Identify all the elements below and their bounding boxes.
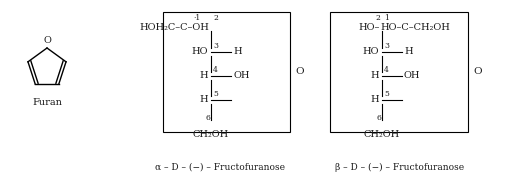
Text: H: H <box>199 71 208 81</box>
Text: 5: 5 <box>384 90 389 98</box>
Text: H: H <box>370 96 379 105</box>
Text: 6: 6 <box>205 114 210 122</box>
Text: 4: 4 <box>384 66 389 74</box>
Text: Furan: Furan <box>32 98 62 107</box>
Text: H: H <box>370 71 379 81</box>
Text: 2: 2 <box>375 14 380 22</box>
Text: HO–: HO– <box>359 23 380 32</box>
Text: β – D – (−) – Fructofuranose: β – D – (−) – Fructofuranose <box>335 163 464 172</box>
Text: ·1: ·1 <box>194 14 201 22</box>
Text: 4: 4 <box>213 66 218 74</box>
Bar <box>163 12 290 132</box>
Text: α – D – (−) – Fructofuranose: α – D – (−) – Fructofuranose <box>155 163 285 172</box>
Text: HO: HO <box>363 47 379 57</box>
Text: 3: 3 <box>213 42 218 50</box>
Text: 6: 6 <box>376 114 381 122</box>
Text: HOH₂C–C–OH: HOH₂C–C–OH <box>139 23 209 32</box>
Text: O: O <box>295 67 303 76</box>
Text: HO: HO <box>191 47 208 57</box>
Text: 1: 1 <box>384 14 389 22</box>
Bar <box>330 12 468 132</box>
Text: HO–C–CH₂OH: HO–C–CH₂OH <box>380 23 450 32</box>
Text: 3: 3 <box>384 42 389 50</box>
Text: O: O <box>473 67 481 76</box>
Text: O: O <box>43 36 51 45</box>
Text: CH₂OH: CH₂OH <box>364 130 400 139</box>
Text: H: H <box>233 47 241 57</box>
Text: 5: 5 <box>213 90 218 98</box>
Text: CH₂OH: CH₂OH <box>193 130 229 139</box>
Text: H: H <box>199 96 208 105</box>
Text: H: H <box>404 47 413 57</box>
Text: OH: OH <box>233 71 250 81</box>
Text: OH: OH <box>404 71 421 81</box>
Text: 2: 2 <box>213 14 218 22</box>
